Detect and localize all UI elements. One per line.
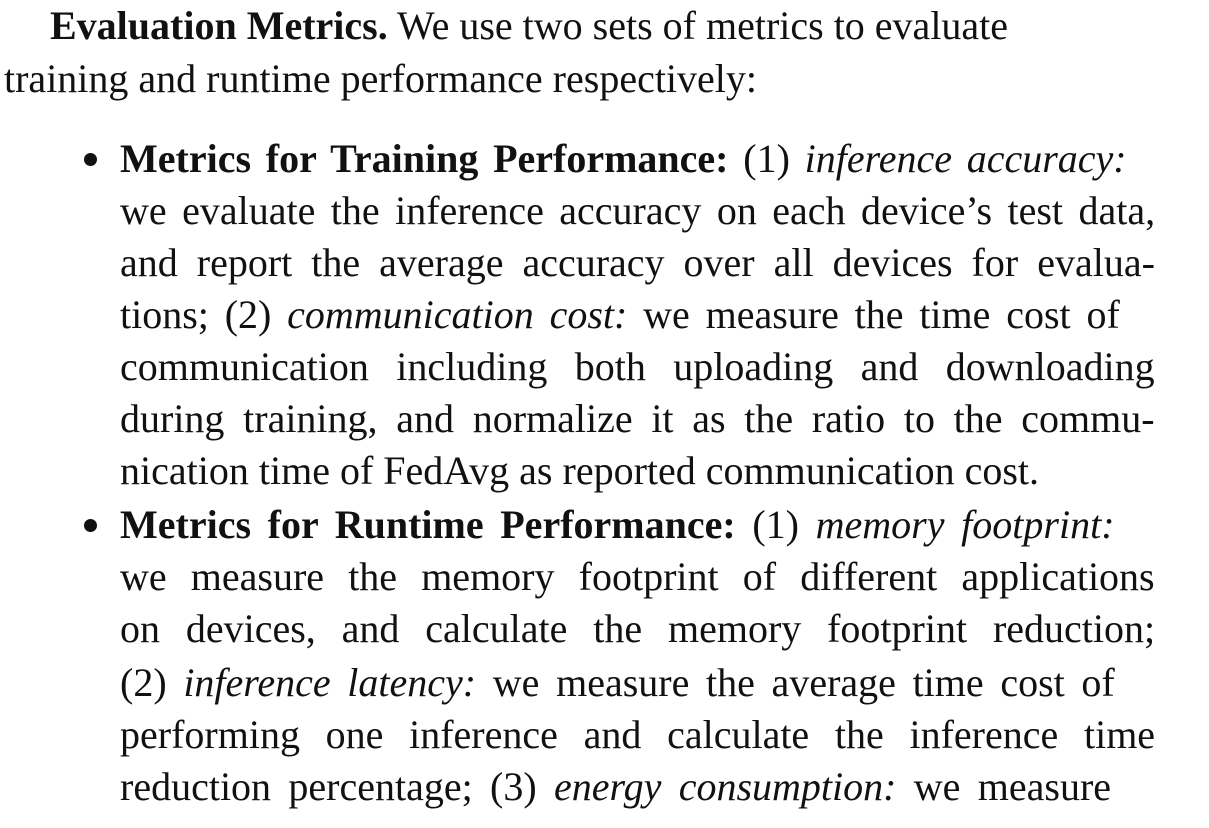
bullet-training-line-2: we evaluate the inference accuracy on ea… — [120, 188, 1156, 233]
bullet-training-line-6: during training, and normalize it as the… — [120, 396, 1155, 441]
paragraph-text: We use two sets of metrics to evaluate — [387, 3, 1009, 48]
paragraph-line-1: Evaluation Metrics. We use two sets of m… — [50, 0, 1008, 52]
text-run: we measure the time cost of — [627, 292, 1120, 337]
bullet-training-line-1: Metrics for Training Performance: (1) in… — [120, 133, 1127, 185]
bullet-runtime-title: Metrics for Runtime Performance: — [120, 502, 736, 547]
bullet-training-line-7: nication time of FedAvg as reported comm… — [120, 448, 1040, 493]
bullet-training-line-3: and report the average accuracy over all… — [120, 240, 1155, 285]
metric-term-inference-accuracy: inference accuracy: — [804, 136, 1127, 181]
text-run: tions; (2) — [120, 292, 288, 337]
text-run: (2) — [120, 660, 184, 705]
text-run: reduction percentage; (3) — [120, 764, 555, 809]
bullet-training-number: (1) — [728, 136, 805, 181]
bullet-marker-training — [84, 153, 97, 166]
metric-term-energy-consumption: energy consumption: — [554, 764, 897, 809]
bullet-runtime-line-5: performing one inference and calculate t… — [120, 712, 1156, 757]
metric-term-inference-latency: inference latency: — [183, 660, 477, 705]
paragraph-line-2: training and runtime performance respect… — [4, 56, 758, 101]
bullet-runtime-number: (1) — [735, 502, 816, 547]
text-run: we measure the average time cost of — [476, 660, 1115, 705]
bullet-runtime-line-1: Metrics for Runtime Performance: (1) mem… — [120, 499, 1115, 551]
bullet-training-line-4: tions; (2) communication cost: we measur… — [120, 289, 1120, 341]
bullet-runtime-line-3: on devices, and calculate the memory foo… — [120, 606, 1156, 651]
bullet-runtime-line-6: reduction percentage; (3) energy consump… — [120, 761, 1111, 813]
metric-term-memory-footprint: memory footprint: — [815, 502, 1115, 547]
bullet-runtime-line-2: we measure the memory footprint of diffe… — [120, 554, 1155, 599]
paragraph-heading: Evaluation Metrics. — [50, 3, 388, 48]
bullet-training-title: Metrics for Training Performance: — [120, 136, 729, 181]
bullet-marker-runtime — [84, 519, 97, 532]
bullet-runtime-line-4: (2) inference latency: we measure the av… — [120, 657, 1115, 709]
text-run: we measure — [896, 764, 1112, 809]
bullet-training-line-5: communication including both uploading a… — [120, 344, 1155, 389]
metric-term-communication-cost: communication cost: — [287, 292, 628, 337]
